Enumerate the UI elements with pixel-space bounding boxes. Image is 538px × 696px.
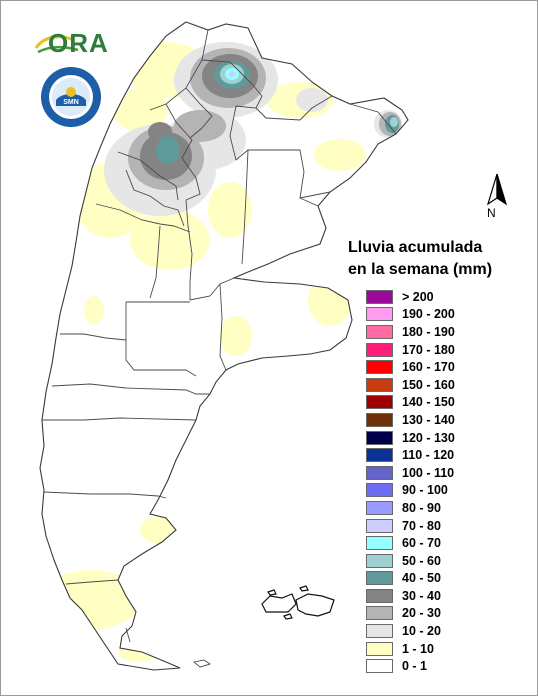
- province-borders: [42, 29, 397, 643]
- country-outline: [39, 21, 409, 671]
- legend-label: 100 - 110: [402, 465, 455, 480]
- legend-swatch: [366, 307, 393, 322]
- ora-logo-text: ORA: [48, 28, 109, 58]
- malvinas-islands: [261, 585, 335, 620]
- legend-item: 1 - 10: [366, 640, 516, 658]
- legend-swatch: [366, 483, 393, 498]
- north-arrow: [480, 172, 514, 222]
- legend-label: 140 - 150: [402, 395, 455, 410]
- legend-swatch: [366, 606, 393, 621]
- legend-label: 0 - 1: [402, 659, 428, 674]
- legend-swatch: [366, 324, 393, 339]
- legend-swatch: [366, 641, 393, 656]
- legend-swatch: [366, 553, 393, 568]
- legend-item: 70 - 80: [366, 517, 516, 535]
- legend-title-line1: Lluvia acumulada: [348, 239, 483, 256]
- legend-label: 190 - 200: [402, 307, 455, 322]
- legend-item: 150 - 160: [366, 376, 516, 394]
- seal-inner-text: SMN: [63, 99, 79, 106]
- legend-swatch: [366, 659, 393, 674]
- legend-swatch: [366, 395, 393, 410]
- ora-logo: [34, 26, 106, 62]
- rainfall-shading: [40, 42, 402, 662]
- legend-label: 130 - 140: [402, 412, 455, 427]
- legend-item: > 200: [366, 288, 516, 306]
- legend-item: 170 - 180: [366, 341, 516, 359]
- legend-label: 120 - 130: [402, 430, 455, 445]
- legend-item: 50 - 60: [366, 552, 516, 570]
- legend-label: 1 - 10: [402, 641, 434, 656]
- legend-item: 100 - 110: [366, 464, 516, 482]
- legend-item: 30 - 40: [366, 587, 516, 605]
- legend-item: 0 - 1: [366, 657, 516, 675]
- legend-label: 60 - 70: [402, 536, 441, 551]
- legend-label: 110 - 120: [402, 448, 455, 463]
- legend-label: > 200: [402, 289, 434, 304]
- legend-label: 40 - 50: [402, 571, 441, 586]
- legend-item: 20 - 30: [366, 605, 516, 623]
- legend-swatch: [366, 377, 393, 392]
- legend-item: 110 - 120: [366, 446, 516, 464]
- legend-swatch: [366, 289, 393, 304]
- north-arrow-icon: [486, 173, 508, 206]
- legend-label: 90 - 100: [402, 483, 448, 498]
- legend-label: 180 - 190: [402, 324, 455, 339]
- legend-item: 190 - 200: [366, 306, 516, 324]
- legend-label: 160 - 170: [402, 360, 455, 375]
- legend-swatch: [366, 624, 393, 639]
- legend-title-line2: en la semana (mm): [348, 261, 493, 278]
- legend-swatch: [366, 448, 393, 463]
- legend-item: 180 - 190: [366, 323, 516, 341]
- legend-swatch: [366, 588, 393, 603]
- legend-item: 40 - 50: [366, 570, 516, 588]
- north-label: N: [487, 206, 496, 220]
- legend-title: Lluvia acumulada en la semana (mm): [348, 237, 528, 281]
- legend-swatch: [366, 465, 393, 480]
- legend-item: 130 - 140: [366, 411, 516, 429]
- legend-item: 160 - 170: [366, 358, 516, 376]
- legend-swatch: [366, 412, 393, 427]
- legend-label: 10 - 20: [402, 624, 441, 639]
- smn-seal-icon: SMN: [41, 67, 101, 127]
- legend-swatch: [366, 518, 393, 533]
- legend-item: 140 - 150: [366, 394, 516, 412]
- legend-item: 120 - 130: [366, 429, 516, 447]
- legend-swatch: [366, 342, 393, 357]
- legend-swatch: [366, 571, 393, 586]
- legend-item: 10 - 20: [366, 622, 516, 640]
- legend-item: 90 - 100: [366, 482, 516, 500]
- legend-label: 30 - 40: [402, 588, 441, 603]
- legend-label: 80 - 90: [402, 500, 441, 515]
- legend-label: 170 - 180: [402, 342, 455, 357]
- legend-label: 50 - 60: [402, 553, 441, 568]
- legend-swatch: [366, 430, 393, 445]
- legend-swatch: [366, 360, 393, 375]
- legend-swatch: [366, 536, 393, 551]
- rainfall-legend: > 200 190 - 200 180 - 190 170 - 180 160 - 17…: [366, 288, 516, 675]
- legend-label: 20 - 30: [402, 606, 441, 621]
- legend-label: 70 - 80: [402, 518, 441, 533]
- legend-item: 60 - 70: [366, 534, 516, 552]
- smn-seal-logo: SMN: [40, 66, 102, 128]
- legend-item: 80 - 90: [366, 499, 516, 517]
- legend-label: 150 - 160: [402, 377, 455, 392]
- legend-swatch: [366, 500, 393, 515]
- ora-logo-swoosh-icon: [34, 35, 79, 54]
- tierra-del-fuego-islets: [193, 659, 211, 668]
